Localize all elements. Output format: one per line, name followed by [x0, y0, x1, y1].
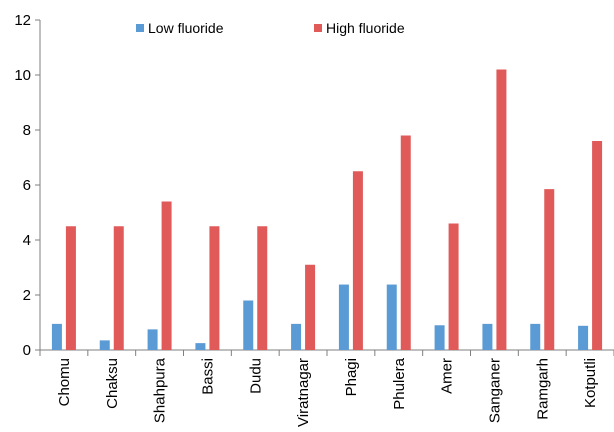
bar-high-fluoride	[448, 223, 459, 350]
legend-swatch	[314, 24, 322, 32]
bar-high-fluoride	[305, 264, 316, 350]
bar-low-fluoride	[243, 300, 254, 350]
x-category-label: Kotputli	[582, 358, 599, 408]
bar-low-fluoride	[530, 323, 541, 350]
y-tick-label: 12	[14, 12, 31, 29]
bar-low-fluoride	[434, 325, 445, 350]
bar-high-fluoride	[161, 201, 172, 350]
x-category-label: Phulera	[391, 357, 408, 409]
legend: Low fluoride High fluoride	[136, 20, 405, 36]
bar-high-fluoride	[352, 171, 363, 350]
x-category-label: Ramgarh	[534, 358, 551, 420]
bar-low-fluoride	[195, 343, 206, 350]
x-category-label: Dudu	[247, 358, 264, 394]
y-tick-label: 8	[23, 122, 31, 139]
y-tick-label: 4	[23, 232, 31, 249]
x-category-label: Sanganer	[486, 358, 503, 423]
x-axis: Chomu Chaksu Shahpura Bassi Dudu Viratnagar Ph…	[39, 349, 614, 427]
bar-low-fluoride	[578, 325, 589, 350]
legend-swatch	[136, 24, 144, 32]
bar-high-fluoride	[209, 226, 220, 350]
bar-low-fluoride	[482, 323, 493, 350]
bar-high-fluoride	[65, 226, 76, 350]
bars	[51, 69, 603, 350]
x-category-label: Viratnagar	[295, 358, 312, 427]
bar-low-fluoride	[291, 323, 302, 350]
y-tick-label: 6	[23, 177, 31, 194]
legend-label: Low fluoride	[148, 20, 224, 36]
bar-high-fluoride	[257, 226, 268, 350]
bar-high-fluoride	[544, 189, 555, 350]
bar-low-fluoride	[386, 284, 397, 350]
x-category-label: Amer	[439, 358, 456, 394]
y-tick-label: 10	[14, 67, 31, 84]
bar-high-fluoride	[592, 141, 603, 350]
y-tick-label: 2	[23, 287, 31, 304]
bar-low-fluoride	[338, 284, 349, 350]
y-axis: 0 2 4 6 8 10 12	[14, 12, 41, 359]
x-category-label: Chomu	[56, 358, 73, 406]
legend-label: High fluoride	[326, 20, 405, 36]
x-category-label: Phagi	[343, 358, 360, 396]
bar-high-fluoride	[496, 69, 507, 350]
bar-low-fluoride	[99, 340, 110, 350]
x-category-label: Shahpura	[152, 357, 169, 423]
x-category-label: Chaksu	[104, 358, 121, 409]
x-category-label: Bassi	[199, 358, 216, 395]
y-tick-label: 0	[23, 342, 31, 359]
bar-high-fluoride	[113, 226, 124, 350]
bar-high-fluoride	[400, 135, 411, 350]
bar-low-fluoride	[147, 329, 158, 350]
bar-low-fluoride	[51, 323, 62, 350]
